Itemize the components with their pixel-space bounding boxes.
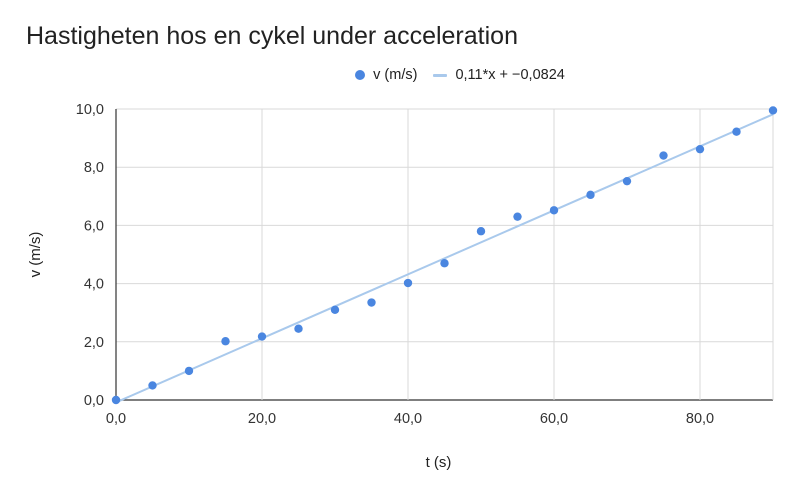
x-tick-label: 40,0: [394, 411, 422, 427]
data-point[interactable]: [111, 395, 121, 405]
data-point[interactable]: [330, 305, 340, 314]
data-point[interactable]: [695, 144, 705, 154]
trendline: [115, 113, 774, 404]
y-axis-title: v (m/s): [27, 232, 44, 278]
data-point[interactable]: [659, 151, 668, 160]
data-point[interactable]: [403, 278, 413, 288]
y-tick-label: 2,0: [84, 335, 104, 351]
x-axis-title: t (s): [426, 454, 452, 471]
data-point[interactable]: [768, 106, 778, 115]
legend: v (m/s) 0,11*x + −0,0824: [0, 64, 800, 86]
legend-item-scatter[interactable]: v (m/s): [235, 67, 417, 83]
data-point[interactable]: [367, 298, 376, 307]
y-tick-label: 8,0: [84, 160, 104, 176]
legend-label-trendline: 0,11*x + −0,0824: [455, 67, 565, 83]
x-tick-label: 60,0: [540, 411, 568, 427]
x-tick-label: 0,0: [106, 411, 126, 427]
x-tick-label: 80,0: [686, 411, 714, 427]
data-point[interactable]: [257, 332, 267, 341]
data-point[interactable]: [294, 324, 303, 333]
y-tick-label: 4,0: [84, 277, 104, 293]
legend-label-scatter: v (m/s): [373, 67, 418, 83]
data-point[interactable]: [622, 176, 632, 186]
data-point[interactable]: [221, 337, 230, 346]
data-point[interactable]: [732, 127, 741, 136]
y-tick-label: 0,0: [84, 393, 104, 409]
legend-marker-dot: [355, 70, 366, 80]
data-point[interactable]: [513, 212, 522, 221]
legend-item-trendline[interactable]: 0,11*x + −0,0824: [433, 67, 565, 83]
data-point[interactable]: [586, 190, 595, 200]
legend-marker-line: [433, 73, 448, 77]
data-point[interactable]: [440, 259, 449, 268]
data-point[interactable]: [148, 381, 157, 390]
data-point[interactable]: [184, 366, 194, 376]
y-tick-label: 6,0: [84, 218, 104, 234]
chart-title: Hastigheten hos en cykel under accelerat…: [26, 22, 518, 50]
data-point[interactable]: [476, 227, 486, 236]
x-tick-label: 20,0: [248, 411, 276, 427]
y-tick-label: 10,0: [76, 102, 104, 118]
data-point[interactable]: [549, 206, 559, 215]
